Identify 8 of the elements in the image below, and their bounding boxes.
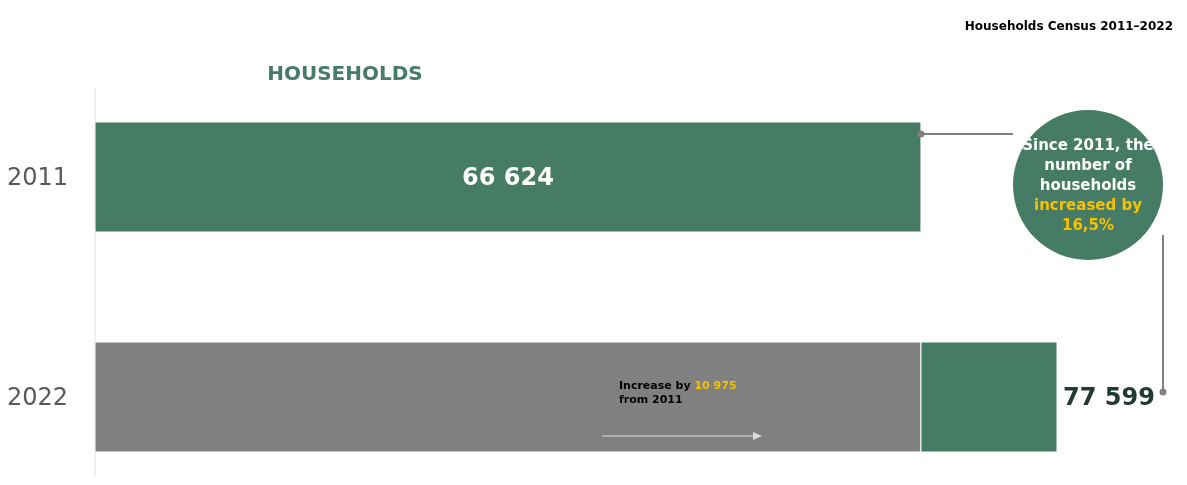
y-tick-label: 2011 <box>6 163 68 192</box>
total-label: 77 599 <box>1063 383 1155 412</box>
y-tick-label: 2022 <box>6 383 68 412</box>
chart-subtitle: Households Census 2011–2022 <box>964 19 1173 33</box>
data-label: 66 624 <box>462 163 554 192</box>
annotation: increased by 16,5% <box>1034 196 1143 235</box>
chart-title: HOUSEHOLDS <box>267 61 423 85</box>
annotation: Increase by 10 975 from 2011 <box>619 379 737 407</box>
